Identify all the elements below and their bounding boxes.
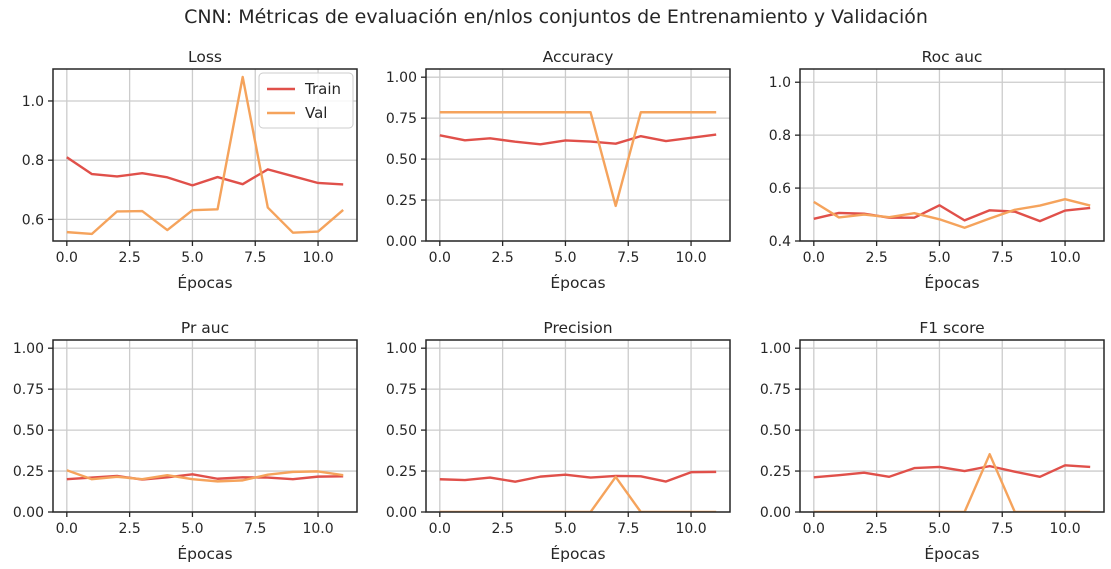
- legend-val-label: Val: [305, 104, 327, 122]
- f1-score-x-tick-label: 5.0: [928, 521, 950, 537]
- accuracy-title: Accuracy: [543, 48, 614, 66]
- precision-train-series-line: [439, 470, 717, 483]
- accuracy-panel: 0.0 2.5 5.0 7.5 10.0 0.00 0.25 0.50 0.75 1.00 Accu…: [386, 48, 731, 292]
- roc-auc-x-tick-label: 0.0: [803, 250, 825, 266]
- pr-auc-y-tick-label: 0.00: [13, 505, 44, 521]
- pr-auc-y-tick-label: 1.00: [13, 341, 44, 357]
- precision-x-tick-label: 2.5: [491, 521, 513, 537]
- pr-auc-x-tick-label: 2.5: [118, 521, 140, 537]
- roc-auc-y-tick-label: 1.0: [769, 75, 791, 91]
- legend-box: [258, 72, 354, 129]
- f1-score-x-tick-label: 7.5: [991, 521, 1013, 537]
- f1-score-y-tick-label: 0.50: [760, 423, 791, 439]
- accuracy-train-series-line: [439, 133, 717, 146]
- f1-score-train-series-line: [813, 464, 1091, 479]
- accuracy-y-tick-label: 0.75: [386, 111, 417, 127]
- accuracy-y-tick-label: 0.50: [386, 152, 417, 168]
- pr-auc-y-tick-label: 0.75: [13, 382, 44, 398]
- loss-x-tick-label: 10.0: [302, 250, 333, 266]
- roc-auc-y-tick-label: 0.6: [769, 181, 791, 197]
- precision-title: Precision: [543, 319, 612, 337]
- loss-val-series-line: [66, 75, 344, 236]
- loss-legend: Train Val: [258, 72, 354, 129]
- pr-auc-x-tick-label: 10.0: [302, 521, 333, 537]
- pr-auc-x-tick-label: 5.0: [181, 521, 203, 537]
- subplot-grid: 0.0 2.5 5.0 7.5 10.0 0.6 0.8 1.0 Loss Épocas Train…: [13, 48, 1105, 563]
- precision-y-tick-label: 0.50: [386, 423, 417, 439]
- precision-panel: 0.0 2.5 5.0 7.5 10.0 0.00 0.25 0.50 0.75 1.00 Prec…: [386, 319, 731, 563]
- pr-auc-title: Pr auc: [181, 319, 229, 337]
- loss-panel: 0.0 2.5 5.0 7.5 10.0 0.6 0.8 1.0 Loss Épocas Train…: [22, 48, 358, 292]
- f1-score-y-tick-label: 0.25: [760, 464, 791, 480]
- pr-auc-x-axis-label: Épocas: [177, 544, 232, 563]
- f1-score-y-tick-label: 0.75: [760, 382, 791, 398]
- accuracy-val-series-line: [439, 111, 717, 208]
- f1-score-title: F1 score: [919, 319, 984, 337]
- accuracy-y-tick-label: 0.00: [386, 234, 417, 250]
- roc-auc-x-tick-label: 7.5: [991, 250, 1013, 266]
- f1-score-y-tick-label: 1.00: [760, 341, 791, 357]
- precision-x-tick-label: 0.0: [429, 521, 451, 537]
- roc-auc-x-tick-label: 10.0: [1049, 250, 1080, 266]
- accuracy-y-tick-label: 0.25: [386, 193, 417, 209]
- f1-score-x-axis-label: Épocas: [924, 544, 979, 563]
- precision-axes-frame: [425, 339, 731, 513]
- pr-auc-val-series-line: [66, 469, 344, 483]
- loss-x-tick-label: 0.0: [56, 250, 78, 266]
- roc-auc-x-tick-label: 2.5: [865, 250, 887, 266]
- f1-score-x-tick-label: 10.0: [1049, 521, 1080, 537]
- loss-axes-frame: [52, 68, 358, 242]
- roc-auc-panel: 0.0 2.5 5.0 7.5 10.0 0.4 0.6 0.8 1.0 Roc auc Época…: [769, 48, 1105, 292]
- roc-auc-y-tick-label: 0.4: [769, 234, 791, 250]
- loss-x-tick-label: 2.5: [118, 250, 140, 266]
- pr-auc-axes-frame: [52, 339, 358, 513]
- loss-y-tick-label: 0.6: [22, 212, 44, 228]
- loss-x-tick-label: 7.5: [244, 250, 266, 266]
- accuracy-x-axis-label: Épocas: [550, 273, 605, 292]
- loss-title: Loss: [188, 48, 222, 66]
- f1-score-x-tick-label: 0.0: [803, 521, 825, 537]
- f1-score-x-tick-label: 2.5: [865, 521, 887, 537]
- legend-train-label: Train: [304, 80, 341, 98]
- precision-x-tick-label: 10.0: [675, 521, 706, 537]
- accuracy-x-tick-label: 10.0: [675, 250, 706, 266]
- accuracy-x-tick-label: 2.5: [491, 250, 513, 266]
- precision-x-axis-label: Épocas: [550, 544, 605, 563]
- precision-y-tick-label: 1.00: [386, 341, 417, 357]
- pr-auc-x-tick-label: 0.0: [56, 521, 78, 537]
- roc-auc-axes-frame: [799, 68, 1105, 242]
- f1-score-axes-frame: [799, 339, 1105, 513]
- pr-auc-y-tick-label: 0.25: [13, 464, 44, 480]
- precision-y-tick-label: 0.25: [386, 464, 417, 480]
- loss-x-axis-label: Épocas: [177, 273, 232, 292]
- pr-auc-y-tick-label: 0.50: [13, 423, 44, 439]
- f1-score-y-tick-label: 0.00: [760, 505, 791, 521]
- pr-auc-x-tick-label: 7.5: [244, 521, 266, 537]
- accuracy-x-tick-label: 7.5: [617, 250, 639, 266]
- precision-y-tick-label: 0.75: [386, 382, 417, 398]
- accuracy-y-tick-label: 1.00: [386, 70, 417, 86]
- loss-x-tick-label: 5.0: [181, 250, 203, 266]
- roc-auc-y-tick-label: 0.8: [769, 128, 791, 144]
- roc-auc-title: Roc auc: [922, 48, 983, 66]
- loss-train-series-line: [66, 156, 344, 187]
- figure-title: CNN: Métricas de evaluación en/nlos conj…: [184, 6, 928, 28]
- roc-auc-train-series-line: [813, 204, 1091, 223]
- precision-y-tick-label: 0.00: [386, 505, 417, 521]
- precision-x-tick-label: 7.5: [617, 521, 639, 537]
- roc-auc-val-series-line: [813, 197, 1091, 229]
- loss-y-tick-label: 1.0: [22, 94, 44, 110]
- accuracy-x-tick-label: 0.0: [429, 250, 451, 266]
- accuracy-x-tick-label: 5.0: [554, 250, 576, 266]
- accuracy-axes-frame: [425, 68, 731, 242]
- roc-auc-x-tick-label: 5.0: [928, 250, 950, 266]
- f1-score-panel: 0.0 2.5 5.0 7.5 10.0 0.00 0.25 0.50 0.75 1.00 F1 s…: [760, 319, 1105, 563]
- precision-x-tick-label: 5.0: [554, 521, 576, 537]
- roc-auc-x-axis-label: Épocas: [924, 273, 979, 292]
- loss-y-tick-label: 0.8: [22, 153, 44, 169]
- pr-auc-panel: 0.0 2.5 5.0 7.5 10.0 0.00 0.25 0.50 0.75 1.00 Pr a…: [13, 319, 358, 563]
